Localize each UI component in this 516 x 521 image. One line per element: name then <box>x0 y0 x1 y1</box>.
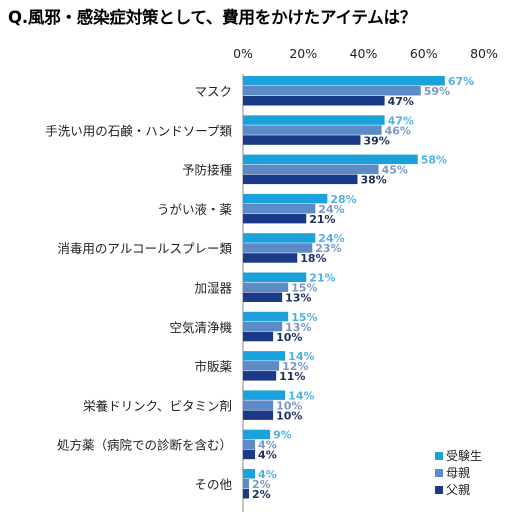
bar <box>243 96 385 106</box>
category-label: 手洗い用の石鹸・ハンドソープ類 <box>45 123 232 138</box>
bar <box>243 371 277 381</box>
bar <box>243 282 289 292</box>
value-label: 2% <box>252 478 271 491</box>
bar <box>243 331 274 342</box>
bar <box>243 86 421 96</box>
x-tick-label: 20% <box>289 46 317 61</box>
category-label: うがい液・薬 <box>157 202 233 217</box>
bar <box>243 410 274 420</box>
value-label: 47% <box>388 95 414 108</box>
value-label: 15% <box>291 311 317 324</box>
bar <box>243 390 286 400</box>
x-tick-label: 60% <box>410 46 438 61</box>
value-label: 14% <box>288 389 314 402</box>
bar <box>243 400 274 410</box>
value-label: 28% <box>330 193 356 206</box>
category-label: 市販薬 <box>194 359 232 374</box>
value-label: 10% <box>276 409 302 422</box>
value-label: 58% <box>421 154 447 167</box>
value-label: 12% <box>282 360 308 373</box>
value-label: 15% <box>291 282 317 295</box>
bar <box>243 233 316 243</box>
value-label: 13% <box>285 292 311 305</box>
value-label: 13% <box>285 321 311 334</box>
value-label: 18% <box>300 252 326 265</box>
bar <box>243 125 382 135</box>
value-label: 2% <box>252 488 271 501</box>
value-label: 24% <box>318 232 344 245</box>
value-label: 14% <box>288 350 314 363</box>
value-label: 4% <box>258 439 277 452</box>
value-label: 11% <box>279 370 305 383</box>
bar <box>243 243 313 253</box>
value-labels: 67%59%47%47%46%39%58%45%38%28%24%21%24%2… <box>252 75 474 501</box>
x-tick-labels: 0% 20% 40% 60% 80% <box>233 46 498 61</box>
bar <box>243 115 385 125</box>
category-label: 空気清浄機 <box>169 320 232 335</box>
legend-swatch <box>435 469 443 477</box>
category-labels: マスク手洗い用の石鹸・ハンドソープ類予防接種うがい液・薬消毒用のアルコールスプレ… <box>45 84 232 492</box>
category-label: 処方薬（病院での診断を含む） <box>57 438 232 453</box>
category-label: その他 <box>194 477 232 492</box>
category-label: 加湿器 <box>194 281 232 296</box>
bar <box>243 361 280 371</box>
bar <box>243 321 283 332</box>
legend-swatch <box>435 486 443 494</box>
bar <box>243 253 298 263</box>
bar <box>243 203 316 214</box>
value-label: 10% <box>276 331 302 344</box>
bar <box>243 489 250 499</box>
value-label: 24% <box>318 203 344 216</box>
bars <box>243 76 445 499</box>
bar <box>243 469 256 479</box>
bar <box>243 292 283 302</box>
value-label: 46% <box>385 124 411 137</box>
value-label: 9% <box>273 429 292 442</box>
legend-label: 母親 <box>446 466 470 480</box>
bar <box>243 351 286 361</box>
bar <box>243 429 271 440</box>
value-label: 10% <box>276 399 302 412</box>
bar <box>243 439 256 450</box>
category-label: マスク <box>194 84 232 99</box>
value-label: 4% <box>258 468 277 481</box>
bar <box>243 164 379 175</box>
legend-swatch <box>435 452 443 460</box>
value-label: 39% <box>363 134 389 147</box>
x-tick-label: 40% <box>350 46 378 61</box>
bar <box>243 76 445 86</box>
value-label: 47% <box>388 114 414 127</box>
category-label: 消毒用のアルコールスプレー類 <box>57 241 232 256</box>
legend-label: 父親 <box>446 483 470 497</box>
x-tick-label: 0% <box>233 46 253 61</box>
value-label: 59% <box>424 85 450 98</box>
bar <box>243 479 250 489</box>
bar <box>243 135 361 145</box>
bar <box>243 311 289 322</box>
bar <box>243 154 418 165</box>
bar <box>243 449 256 460</box>
value-label: 21% <box>309 272 335 285</box>
value-label: 45% <box>382 164 408 177</box>
value-label: 38% <box>360 174 386 187</box>
category-label: 栄養ドリンク、ビタミン剤 <box>83 398 232 413</box>
chart-title: Q.風邪・感染症対策として、費用をかけたアイテムは？ <box>8 8 417 27</box>
value-label: 23% <box>315 242 341 255</box>
bar <box>243 272 307 282</box>
bar <box>243 174 358 185</box>
bar <box>243 193 328 204</box>
value-label: 21% <box>309 213 335 226</box>
bar <box>243 213 307 224</box>
category-label: 予防接種 <box>182 163 233 178</box>
value-label: 4% <box>258 449 277 462</box>
value-label: 67% <box>448 75 474 88</box>
x-tick-label: 80% <box>470 46 498 61</box>
legend-label: 受験生 <box>446 448 482 463</box>
